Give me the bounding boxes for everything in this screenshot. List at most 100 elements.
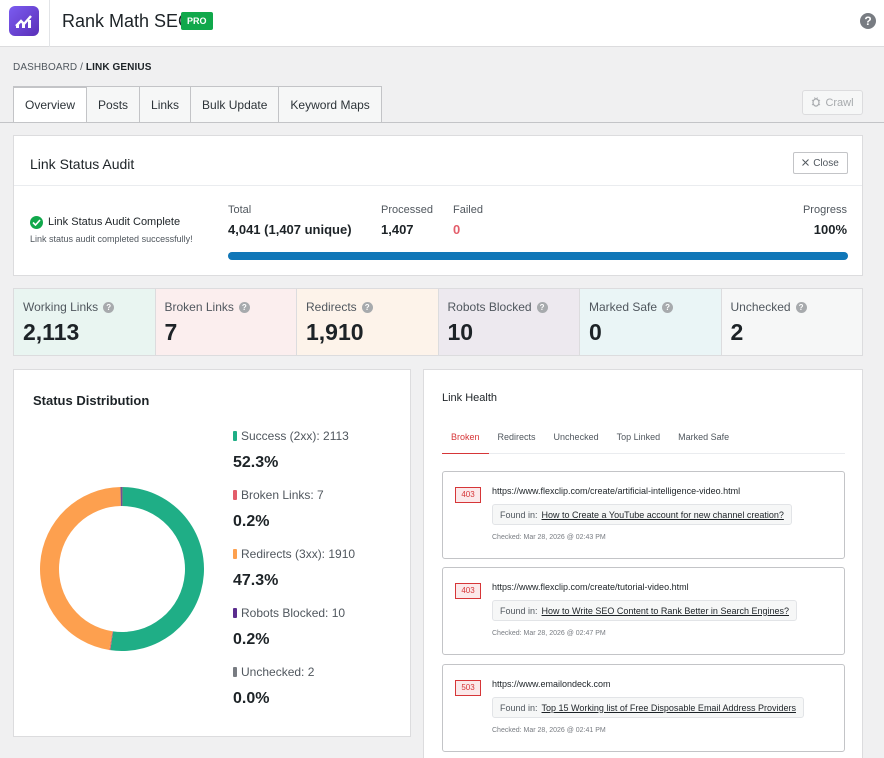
close-button[interactable]: Close [793, 152, 848, 174]
donut-slice[interactable] [40, 487, 121, 651]
legend-percent: 52.3% [233, 454, 279, 471]
tab-marked-safe[interactable]: Marked Safe [678, 432, 730, 442]
progress-label: Progress [802, 204, 847, 216]
stat-card-working-links[interactable]: Working Links? 2,113 [14, 289, 156, 355]
help-icon[interactable]: ? [795, 301, 807, 313]
stat-value: 2 [730, 319, 744, 345]
audit-status-label: Link Status Audit Complete [48, 216, 181, 228]
top-bar: Rank Math SEO PRO ? [0, 0, 884, 47]
legend-label: Success (2xx): 2113 [241, 429, 349, 443]
status-distribution-panel: Status Distribution Success (2xx): 2113 … [13, 369, 411, 737]
tab-unchecked[interactable]: Unchecked [553, 432, 599, 442]
legend-label: Broken Links: 7 [241, 488, 324, 502]
stat-card-redirects[interactable]: Redirects? 1,910 [297, 289, 439, 355]
failed-value: 0 [453, 222, 461, 237]
donut-slice[interactable] [109, 631, 114, 651]
help-icon[interactable]: ? [860, 13, 876, 29]
main-tabs: Overview Posts Links Bulk Update Keyword… [13, 86, 382, 123]
failed-label: Failed [453, 204, 483, 216]
stat-label: Working Links [23, 300, 99, 314]
broken-link-card[interactable]: 403 https://www.flexclip.com/create/tuto… [442, 567, 845, 655]
legend-item-success: Success (2xx): 2113 52.3% [233, 429, 355, 488]
found-in-link[interactable]: How to Create a YouTube account for new … [541, 509, 784, 520]
stat-value: 0 [589, 319, 602, 345]
total-label: Total [228, 204, 252, 216]
crawl-button[interactable]: Crawl [802, 90, 863, 115]
stat-card-marked-safe[interactable]: Marked Safe? 0 [580, 289, 722, 355]
donut-slice[interactable] [110, 487, 204, 651]
stat-value: 10 [447, 319, 474, 345]
link-url[interactable]: https://www.emailondeck.com [492, 679, 611, 689]
checked-timestamp: Checked: Mar 28, 2026 @ 02:43 PM [492, 534, 606, 541]
stat-value: 2,113 [23, 319, 80, 345]
donut-slice[interactable] [120, 487, 122, 507]
legend-swatch [233, 431, 237, 441]
total-value: 4,041 (1,407 unique) [228, 222, 352, 237]
link-health-title: Link Health [442, 392, 498, 404]
tab-bulk-update[interactable]: Bulk Update [191, 86, 280, 123]
help-icon[interactable]: ? [361, 301, 373, 313]
stat-label: Broken Links [164, 300, 234, 314]
progress-bar-fill [228, 252, 848, 260]
help-icon[interactable]: ? [662, 301, 674, 313]
distribution-title: Status Distribution [33, 393, 150, 408]
found-in-link[interactable]: How to Write SEO Content to Rank Better … [541, 605, 789, 616]
legend-item-redirects: Redirects (3xx): 1910 47.3% [233, 547, 355, 606]
divider [49, 0, 50, 47]
stat-label: Unchecked [730, 300, 791, 314]
help-icon[interactable]: ? [238, 301, 250, 313]
legend-item-broken: Broken Links: 7 0.2% [233, 488, 355, 547]
rank-math-logo-icon[interactable] [9, 6, 39, 36]
breadcrumb: DASHBOARD / LINK GENIUS [13, 62, 151, 73]
bug-icon [811, 96, 821, 110]
legend-swatch [233, 549, 237, 559]
found-in-link[interactable]: Top 15 Working list of Free Disposable E… [541, 702, 796, 713]
legend-label: Robots Blocked: 10 [241, 606, 346, 620]
tab-baseline [0, 122, 884, 123]
tab-overview[interactable]: Overview [13, 86, 88, 123]
crawl-label: Crawl [825, 96, 854, 109]
close-label: Close [813, 157, 839, 169]
tab-posts[interactable]: Posts [87, 86, 141, 123]
legend-swatch [233, 490, 237, 500]
legend-swatch [233, 608, 237, 618]
legend-item-robots-blocked: Robots Blocked: 10 0.2% [233, 606, 355, 665]
tab-links[interactable]: Links [140, 86, 192, 123]
link-health-tabs: Broken Redirects Unchecked Top Linked Ma… [442, 422, 845, 454]
breadcrumb-dashboard[interactable]: DASHBOARD [13, 62, 78, 73]
link-url[interactable]: https://www.flexclip.com/create/artifici… [492, 486, 741, 496]
audit-status-message: Link status audit completed successfully… [30, 234, 193, 244]
app-title: Rank Math SEO [62, 11, 193, 31]
stat-card-broken-links[interactable]: Broken Links? 7 [155, 289, 297, 355]
breadcrumb-current: LINK GENIUS [85, 62, 152, 73]
legend-label: Unchecked: 2 [241, 665, 315, 679]
checked-timestamp: Checked: Mar 28, 2026 @ 02:41 PM [492, 727, 606, 734]
breadcrumb-separator: / [80, 62, 84, 73]
broken-link-card[interactable]: 503 https://www.emailondeck.com Found in… [442, 664, 845, 752]
tab-top-linked[interactable]: Top Linked [616, 432, 661, 442]
checked-timestamp: Checked: Mar 28, 2026 @ 02:47 PM [492, 630, 606, 637]
tab-keyword-maps[interactable]: Keyword Maps [279, 86, 382, 123]
stat-card-robots-blocked[interactable]: Robots Blocked? 10 [438, 289, 580, 355]
tab-broken[interactable]: Broken [442, 422, 489, 454]
legend-percent: 47.3% [233, 572, 279, 589]
found-in: Found in: Top 15 Working list of Free Dis… [492, 697, 804, 718]
close-icon [802, 158, 810, 169]
tab-redirects[interactable]: Redirects [497, 432, 536, 442]
broken-link-card[interactable]: 403 https://www.flexclip.com/create/arti… [442, 471, 845, 559]
legend-swatch [233, 667, 237, 677]
found-in-label: Found in: [500, 509, 538, 520]
help-icon[interactable]: ? [103, 301, 115, 313]
donut-slice[interactable] [121, 487, 123, 507]
legend-item-unchecked: Unchecked: 2 0.0% [233, 665, 355, 724]
link-health-panel: Link Health Broken Redirects Unchecked T… [423, 369, 863, 758]
legend-label: Redirects (3xx): 1910 [241, 547, 356, 561]
check-circle-icon [30, 216, 43, 229]
link-url[interactable]: https://www.flexclip.com/create/tutorial… [492, 582, 689, 592]
stat-card-unchecked[interactable]: Unchecked? 2 [721, 289, 862, 355]
help-icon[interactable]: ? [536, 301, 548, 313]
stat-label: Redirects [306, 300, 357, 314]
status-code-badge: 403 [455, 487, 481, 503]
progress-value: 100% [813, 222, 847, 237]
status-code-badge: 503 [455, 680, 481, 696]
